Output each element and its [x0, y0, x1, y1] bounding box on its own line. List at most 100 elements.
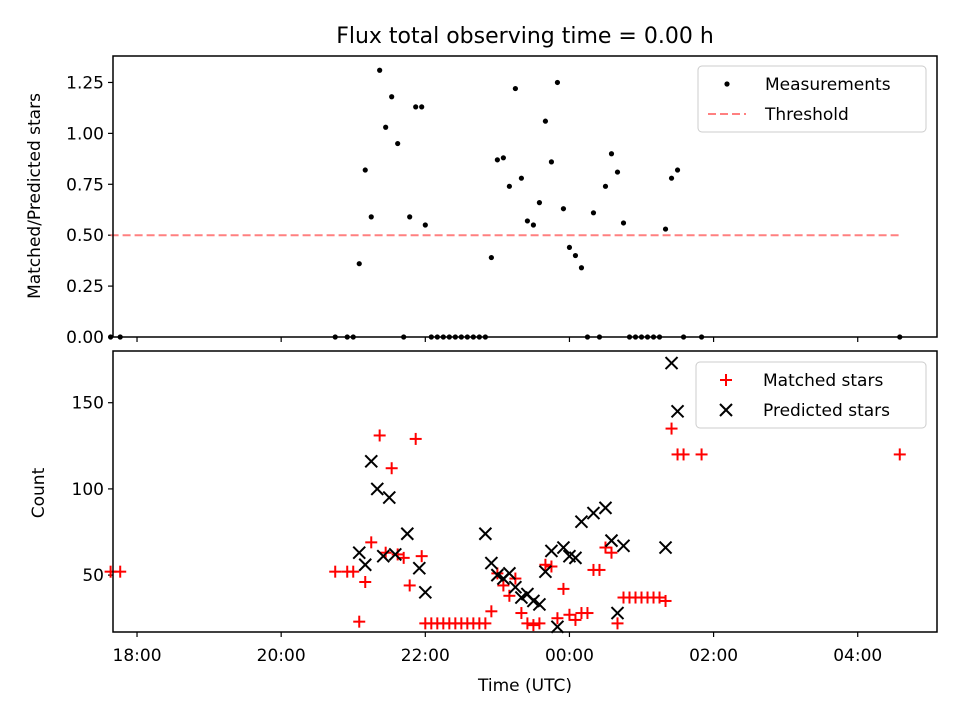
predicted-star-point: [556, 540, 571, 555]
matched-star-point: [409, 432, 422, 445]
matched-star-point: [497, 579, 510, 592]
matched-star-point: [599, 541, 612, 554]
predicted-star-point: [568, 551, 583, 565]
predicted-star-point: [574, 514, 589, 529]
measurement-point: [383, 124, 389, 130]
measurement-point: [602, 183, 609, 189]
measurement-point: [614, 169, 621, 175]
ratio-legend: Measurements Threshold: [697, 65, 927, 133]
measurement-point: [500, 155, 506, 161]
matched-star-point: [415, 550, 428, 563]
predicted-star-point: [358, 558, 372, 572]
predicted-star-point: [370, 482, 384, 496]
matched-star-point: [653, 591, 666, 604]
matched-star-point: [353, 615, 366, 628]
measurement-point: [506, 183, 512, 189]
predicted-star-point: [610, 606, 625, 620]
count-axes-frame: [112, 350, 938, 633]
measurement-point: [494, 157, 500, 163]
ratio-ytick-label: 0.75: [66, 175, 104, 195]
matched-star-point: [665, 422, 678, 435]
measurement-point: [662, 226, 669, 232]
matched-star-point: [373, 429, 386, 442]
measurements-legend-label: Measurements: [765, 75, 891, 95]
matched-star-point: [605, 546, 618, 559]
count-xtick-label: 00:00: [545, 646, 594, 666]
predicted-star-point: [382, 490, 396, 505]
predicted-star-point: [538, 564, 553, 579]
measurement-point: [530, 222, 537, 228]
matched-star-point: [403, 579, 416, 592]
matched-star-point: [391, 548, 404, 561]
measurement-point: [524, 218, 531, 224]
ratio-axes-frame: [112, 55, 938, 338]
matched-star-point: [593, 563, 606, 576]
measurement-point: [407, 214, 413, 220]
measurement-point: [536, 200, 543, 206]
predicted-star-point: [616, 539, 631, 553]
measurement-point: [554, 79, 561, 86]
matched-star-point: [695, 448, 708, 461]
matched-star-point: [114, 565, 127, 578]
matched-star-point: [563, 608, 576, 621]
predicted-star-point: [550, 620, 565, 634]
ratio-ylabel: Matched/Predicted stars: [25, 93, 45, 299]
measurement-point: [389, 94, 395, 100]
measurement-point: [377, 67, 383, 73]
matched-star-point: [611, 617, 624, 630]
measurement-point: [488, 254, 494, 261]
matched-star-point: [893, 448, 906, 461]
predicted-star-point: [400, 527, 414, 541]
matched-star-point: [347, 565, 360, 578]
count-xlabel: Time (UTC): [477, 676, 572, 696]
measurement-point: [566, 244, 573, 251]
count-xtick-label: 04:00: [833, 646, 882, 666]
matched-star-point: [557, 582, 570, 595]
matched-star-point: [515, 607, 528, 620]
measurement-point: [608, 151, 615, 157]
predicted-star-point: [418, 585, 433, 600]
matched-star-point: [659, 594, 672, 607]
figure-title: Flux total observing time = 0.00 h: [336, 24, 714, 49]
matched-star-point: [329, 565, 342, 578]
measurement-point: [518, 175, 524, 181]
predicted-star-point: [376, 549, 390, 563]
ratio-ytick-label: 1.00: [66, 124, 104, 144]
predicted-star-point: [544, 544, 559, 558]
count-ytick-label: 100: [72, 480, 104, 500]
measurement-point: [512, 85, 518, 92]
matched-legend-icon: [720, 374, 732, 386]
matched-star-point: [581, 607, 594, 620]
matched-star-point: [539, 558, 552, 571]
measurement-point: [413, 104, 419, 110]
predicted-star-point: [586, 506, 601, 520]
ratio-ytick-label: 0.00: [66, 328, 104, 348]
predicted-star-point: [352, 545, 366, 560]
matched-star-point: [677, 448, 690, 461]
matched-star-point: [551, 612, 564, 625]
predicted-star-point: [412, 561, 427, 575]
measurement-point: [542, 118, 549, 124]
count-ylabel: Count: [29, 467, 49, 518]
ratio-ytick-label: 1.25: [66, 73, 104, 93]
ratio-ytick-label: 0.25: [66, 277, 104, 297]
measurement-point: [578, 265, 585, 271]
matched-star-point: [503, 589, 516, 602]
threshold-legend-label: Threshold: [764, 105, 849, 125]
predicted-star-point: [658, 540, 673, 555]
matched-star-point: [365, 536, 378, 549]
measurement-point: [395, 140, 401, 147]
measurement-point: [356, 261, 362, 267]
predicted-star-point: [526, 594, 541, 608]
matched-star-point: [533, 617, 546, 630]
predicted-star-point: [604, 533, 619, 548]
predicted-legend-label: Predicted stars: [763, 401, 890, 421]
count-legend-box: [695, 361, 927, 429]
matched-legend-label: Matched stars: [763, 371, 883, 391]
measurement-point: [620, 220, 627, 226]
matched-star-point: [385, 462, 398, 475]
measurement-point: [368, 214, 374, 220]
measurement-point: [107, 334, 114, 340]
matched-star-point: [521, 617, 534, 630]
